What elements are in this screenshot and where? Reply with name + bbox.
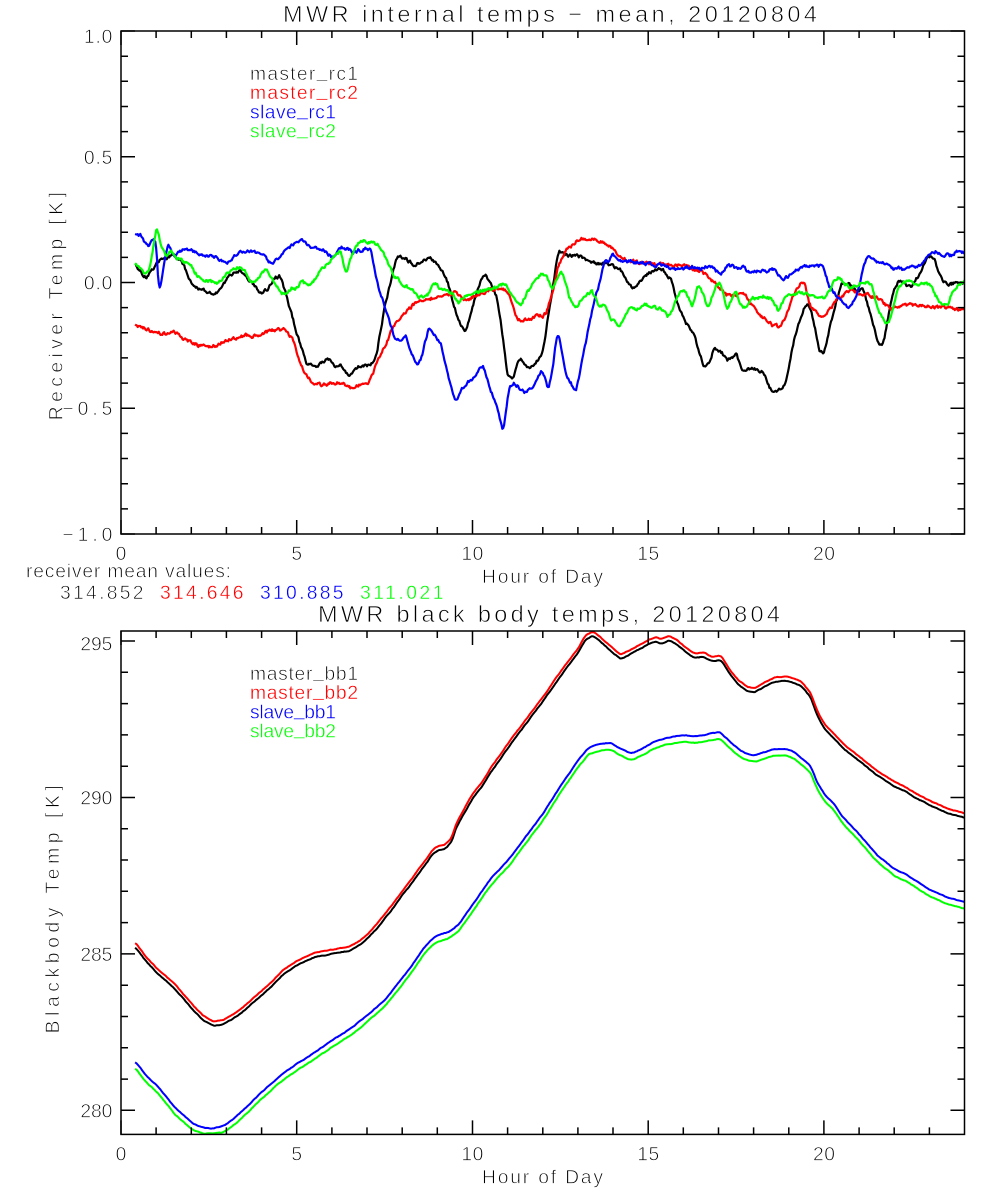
svg-text:slave_bb2: slave_bb2 xyxy=(250,719,336,743)
svg-text:314.646: 314.646 xyxy=(160,583,246,604)
svg-text:314.852: 314.852 xyxy=(60,583,146,604)
svg-text:0.5: 0.5 xyxy=(84,148,113,169)
svg-text:master_bb2: master_bb2 xyxy=(250,680,359,704)
svg-text:295: 295 xyxy=(80,635,112,656)
svg-text:0: 0 xyxy=(116,1145,127,1166)
svg-text:20: 20 xyxy=(813,544,836,565)
svg-text:1.0: 1.0 xyxy=(84,27,113,48)
svg-text:10: 10 xyxy=(461,544,484,565)
svg-text:MWR internal temps − mean, 201: MWR internal temps − mean, 20120804 xyxy=(283,1,821,27)
svg-text:Receiver Temp [K]: Receiver Temp [K] xyxy=(47,188,68,420)
svg-text:310.885: 310.885 xyxy=(260,583,346,604)
svg-text:15: 15 xyxy=(637,1145,660,1166)
svg-text:Hour of Day: Hour of Day xyxy=(482,567,605,588)
svg-text:285: 285 xyxy=(80,945,112,966)
svg-text:0: 0 xyxy=(116,544,127,565)
svg-text:master_rc1: master_rc1 xyxy=(250,61,359,85)
svg-text:master_bb1: master_bb1 xyxy=(250,661,359,685)
svg-text:slave_rc1: slave_rc1 xyxy=(250,99,336,123)
svg-text:receiver mean values:: receiver mean values: xyxy=(26,562,232,583)
svg-text:290: 290 xyxy=(80,788,112,809)
svg-text:slave_bb1: slave_bb1 xyxy=(250,699,336,723)
svg-text:5: 5 xyxy=(291,1145,302,1166)
svg-text:10: 10 xyxy=(461,1145,484,1166)
svg-text:0.0: 0.0 xyxy=(84,274,113,295)
svg-text:Blackbody Temp [K]: Blackbody Temp [K] xyxy=(43,781,64,1034)
svg-text:5: 5 xyxy=(291,544,302,565)
svg-text:15: 15 xyxy=(637,544,660,565)
svg-text:20: 20 xyxy=(813,1145,836,1166)
svg-text:MWR black body temps, 20120804: MWR black body temps, 20120804 xyxy=(318,601,783,627)
svg-text:slave_rc2: slave_rc2 xyxy=(250,119,336,143)
svg-text:Hour of Day: Hour of Day xyxy=(482,1168,605,1189)
svg-text:master_rc2: master_rc2 xyxy=(250,80,359,104)
svg-text:311.021: 311.021 xyxy=(360,583,446,604)
svg-text:−1.0: −1.0 xyxy=(62,525,116,546)
svg-text:280: 280 xyxy=(80,1101,112,1122)
svg-text:−0.5: −0.5 xyxy=(62,399,116,420)
